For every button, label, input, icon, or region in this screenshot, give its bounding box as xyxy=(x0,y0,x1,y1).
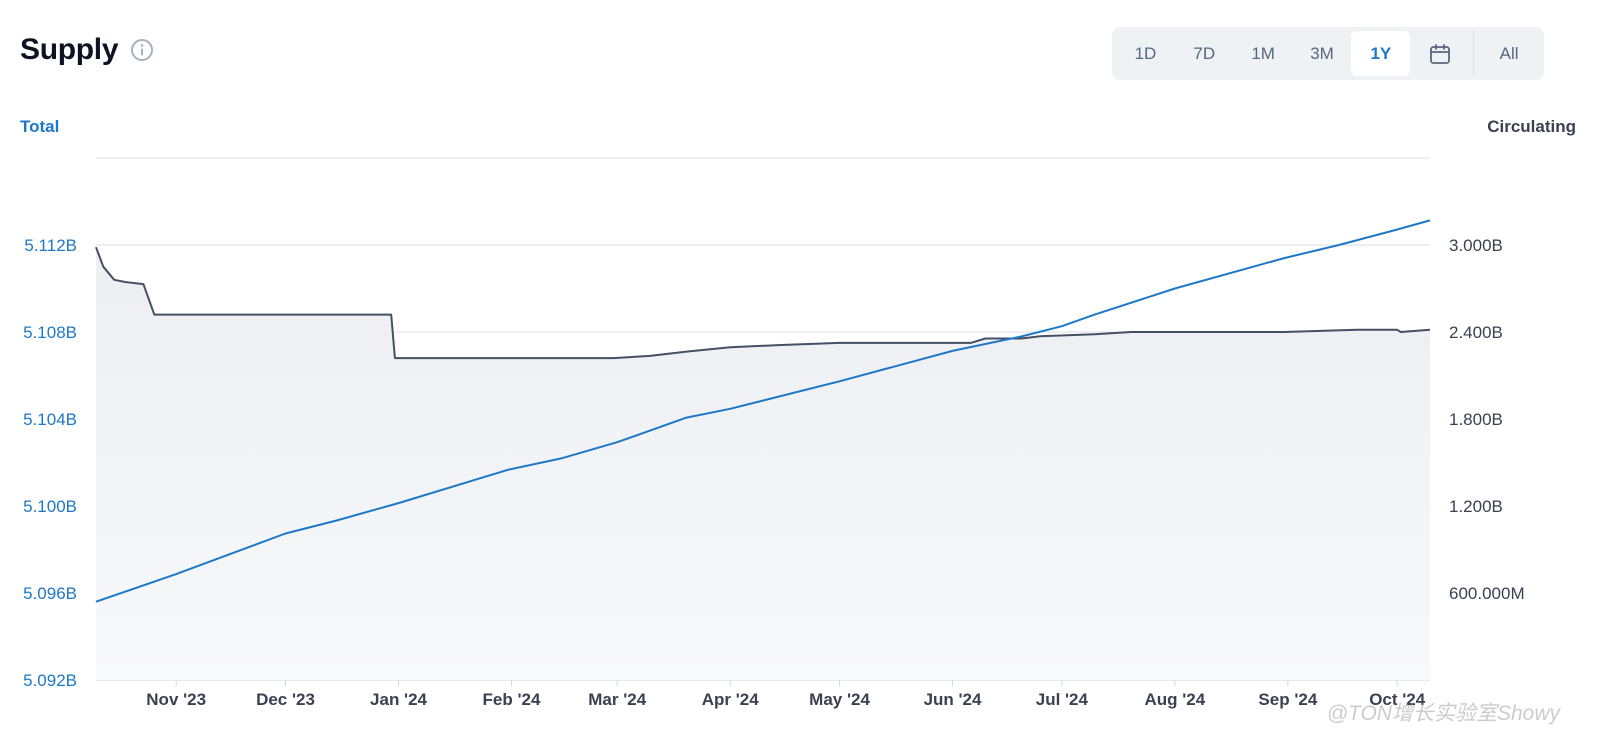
x-tick-label: Apr '24 xyxy=(702,690,759,709)
range-1y-button[interactable]: 1Y xyxy=(1351,31,1411,76)
right-axis-title: Circulating xyxy=(1487,117,1576,136)
x-tick-label: Sep '24 xyxy=(1258,690,1317,709)
x-tick-label: Nov '23 xyxy=(146,690,206,709)
right-tick-label: 2.400B xyxy=(1449,323,1503,342)
x-tick-label: Jun '24 xyxy=(924,690,982,709)
range-divider xyxy=(1473,31,1475,76)
left-axis-ticks: 5.092B 5.096B 5.100B 5.104B 5.108B 5.112B xyxy=(23,236,77,690)
x-tick-label: Oct '24 xyxy=(1369,690,1426,709)
left-tick-label: 5.104B xyxy=(23,410,77,429)
range-3m-button[interactable]: 3M xyxy=(1310,43,1334,63)
right-tick-label: 1.200B xyxy=(1449,497,1503,516)
left-tick-label: 5.112B xyxy=(24,236,77,255)
left-tick-label: 5.096B xyxy=(23,584,77,603)
x-tick-label: Dec '23 xyxy=(256,690,315,709)
left-tick-label: 5.092B xyxy=(23,671,77,690)
time-range-selector: 1D 7D 1M 3M 1Y All xyxy=(1112,27,1544,80)
series-lines xyxy=(95,219,1431,603)
right-axis-ticks: 600.000M 1.200B 1.800B 2.400B 3.000B xyxy=(1449,236,1525,603)
right-tick-label: 600.000M xyxy=(1449,584,1525,603)
x-tick-label: May '24 xyxy=(809,690,870,709)
total-series-line xyxy=(95,246,1431,360)
left-tick-label: 5.108B xyxy=(23,323,77,342)
calendar-button[interactable] xyxy=(1410,31,1469,76)
right-tick-label: 1.800B xyxy=(1449,410,1503,429)
x-tick-label: Jan '24 xyxy=(370,690,428,709)
x-tick-label: Aug '24 xyxy=(1144,690,1205,709)
range-7d-button[interactable]: 7D xyxy=(1193,43,1216,63)
x-tick-label: Jul '24 xyxy=(1036,690,1089,709)
total-area xyxy=(96,247,1430,680)
left-axis-title: Total xyxy=(20,117,60,136)
x-tick-label: Mar '24 xyxy=(588,690,646,709)
chart-header: Supply xyxy=(20,33,154,67)
x-tick-label: Feb '24 xyxy=(483,690,541,709)
range-1d-button[interactable]: 1D xyxy=(1134,43,1157,63)
left-tick-label: 5.100B xyxy=(23,497,77,516)
x-axis-ticks: Nov '23 Dec '23 Jan '24 Feb '24 Mar '24 Apr '… xyxy=(146,680,1426,709)
range-1m-button[interactable]: 1M xyxy=(1251,43,1275,63)
right-tick-label: 3.000B xyxy=(1449,236,1503,255)
info-icon[interactable] xyxy=(130,38,154,62)
total-area-fill xyxy=(96,247,1430,680)
watermark-text: @TON增长实验室Showy xyxy=(1326,702,1560,725)
page-title: Supply xyxy=(20,33,119,66)
calendar-icon xyxy=(1429,43,1450,64)
range-all-button[interactable]: All xyxy=(1499,43,1519,63)
circulating-series-line xyxy=(95,219,1431,603)
